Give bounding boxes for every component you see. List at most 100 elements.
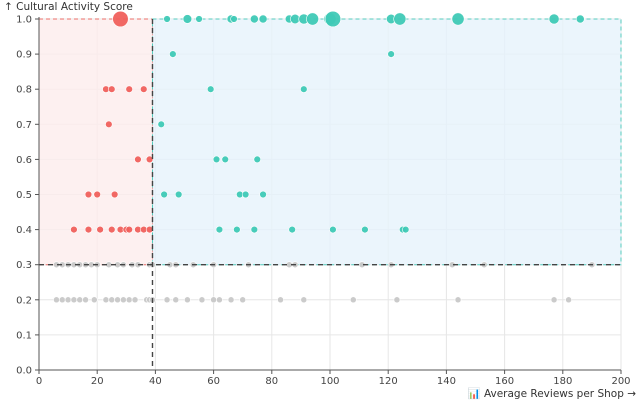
data-point-series-3 xyxy=(550,296,558,304)
y-tick-label: 0.8 xyxy=(16,85,32,96)
data-point-series-1 xyxy=(125,85,133,93)
data-point-series-2 xyxy=(215,225,224,234)
data-point-series-1 xyxy=(140,85,148,93)
data-point-series-2 xyxy=(230,15,238,23)
data-point-series-2 xyxy=(300,85,308,93)
data-point-series-1 xyxy=(96,225,104,234)
tick-labels: 0 20 40 60 80 100 120 140 160 180 200 0.0 0.1 0.2 0.3 0… xyxy=(16,15,630,388)
data-point-series-3 xyxy=(131,296,139,304)
region-1 xyxy=(38,18,153,266)
data-points xyxy=(53,10,596,304)
data-point-series-2 xyxy=(195,15,203,23)
data-point-series-3 xyxy=(393,296,401,304)
data-point-series-1 xyxy=(93,190,101,199)
x-tick-label: 180 xyxy=(553,376,572,387)
y-tick-label: 1.0 xyxy=(16,15,32,26)
data-point-series-2 xyxy=(206,85,215,93)
data-point-series-2 xyxy=(329,225,337,234)
data-point-series-1 xyxy=(145,155,154,164)
data-point-series-2 xyxy=(361,225,369,234)
data-point-series-3 xyxy=(210,296,217,304)
data-point-series-1 xyxy=(110,190,119,199)
data-point-series-3 xyxy=(70,296,78,304)
data-point-series-3 xyxy=(114,296,121,304)
data-point-series-1 xyxy=(70,225,78,234)
data-point-series-1 xyxy=(84,190,93,199)
threshold-lines xyxy=(39,19,621,370)
data-point-series-3 xyxy=(454,296,462,304)
data-point-series-3 xyxy=(216,296,223,304)
data-point-series-3 xyxy=(120,296,127,304)
y-tick-label: 0.7 xyxy=(16,120,32,131)
data-point-series-2 xyxy=(259,190,267,199)
data-point-series-2 xyxy=(157,120,165,129)
data-point-series-2 xyxy=(306,12,319,26)
data-point-series-1 xyxy=(108,225,116,234)
data-point-series-3 xyxy=(300,296,308,304)
data-point-series-2 xyxy=(393,12,407,26)
y-tick-label: 0.5 xyxy=(16,190,32,201)
data-point-series-2 xyxy=(212,155,221,164)
data-point-series-2 xyxy=(169,50,177,58)
x-tick-label: 200 xyxy=(611,376,630,387)
data-point-series-2 xyxy=(548,13,560,25)
y-tick-label: 0.2 xyxy=(16,295,32,306)
data-point-series-3 xyxy=(198,296,206,304)
x-tick-label: 120 xyxy=(379,376,398,387)
y-tick-label: 0.0 xyxy=(16,366,32,377)
data-point-series-3 xyxy=(239,296,247,304)
y-tick-label: 0.1 xyxy=(16,330,32,341)
data-point-series-2 xyxy=(288,225,296,234)
data-point-series-3 xyxy=(227,296,235,304)
data-point-series-3 xyxy=(565,296,572,304)
y-tick-label: 0.9 xyxy=(16,50,32,61)
data-point-series-1 xyxy=(105,120,113,129)
data-point-series-3 xyxy=(349,296,357,304)
data-point-series-2 xyxy=(174,190,183,199)
y-tick-label: 0.3 xyxy=(16,260,32,271)
data-point-series-1 xyxy=(125,225,133,234)
x-tick-label: 160 xyxy=(495,376,514,387)
data-point-series-2 xyxy=(387,50,395,58)
x-tick-label: 80 xyxy=(265,376,278,387)
data-point-series-3 xyxy=(102,296,110,304)
data-point-series-3 xyxy=(58,296,66,304)
data-point-series-2 xyxy=(451,12,465,26)
x-axis-label: 📊 Average Reviews per Shop → xyxy=(468,387,637,400)
data-point-series-1 xyxy=(108,85,116,93)
data-point-series-2 xyxy=(250,225,259,234)
quadrant-regions xyxy=(38,18,622,266)
x-tick-label: 140 xyxy=(437,376,456,387)
data-point-series-2 xyxy=(401,225,410,234)
data-point-series-2 xyxy=(160,190,168,199)
data-point-series-2 xyxy=(233,225,241,234)
x-tick-label: 0 xyxy=(36,376,42,387)
data-point-series-3 xyxy=(90,296,98,304)
y-tick-label: 0.4 xyxy=(16,225,32,236)
data-point-series-2 xyxy=(324,10,342,28)
y-axis-label: ↑ Cultural Activity Score xyxy=(4,1,133,13)
x-tick-label: 20 xyxy=(91,376,104,387)
data-point-series-3 xyxy=(277,296,284,304)
data-point-series-2 xyxy=(575,14,585,24)
data-point-series-3 xyxy=(125,296,133,304)
x-tick-label: 100 xyxy=(320,376,339,387)
data-point-series-3 xyxy=(64,296,72,304)
data-point-series-3 xyxy=(163,296,171,304)
data-point-series-2 xyxy=(241,190,250,199)
data-point-series-3 xyxy=(172,296,180,304)
data-point-series-3 xyxy=(76,296,84,304)
y-tick-label: 0.6 xyxy=(16,155,32,166)
data-point-series-3 xyxy=(184,296,191,304)
data-point-series-2 xyxy=(182,14,193,24)
data-point-series-3 xyxy=(108,296,116,304)
data-point-series-2 xyxy=(253,155,261,164)
data-point-series-3 xyxy=(82,296,89,304)
data-point-series-1 xyxy=(112,10,129,28)
data-point-series-1 xyxy=(84,225,93,234)
data-point-series-2 xyxy=(163,15,171,23)
data-point-series-2 xyxy=(258,14,268,24)
x-tick-label: 60 xyxy=(207,376,220,387)
x-tick-label: 40 xyxy=(149,376,162,387)
